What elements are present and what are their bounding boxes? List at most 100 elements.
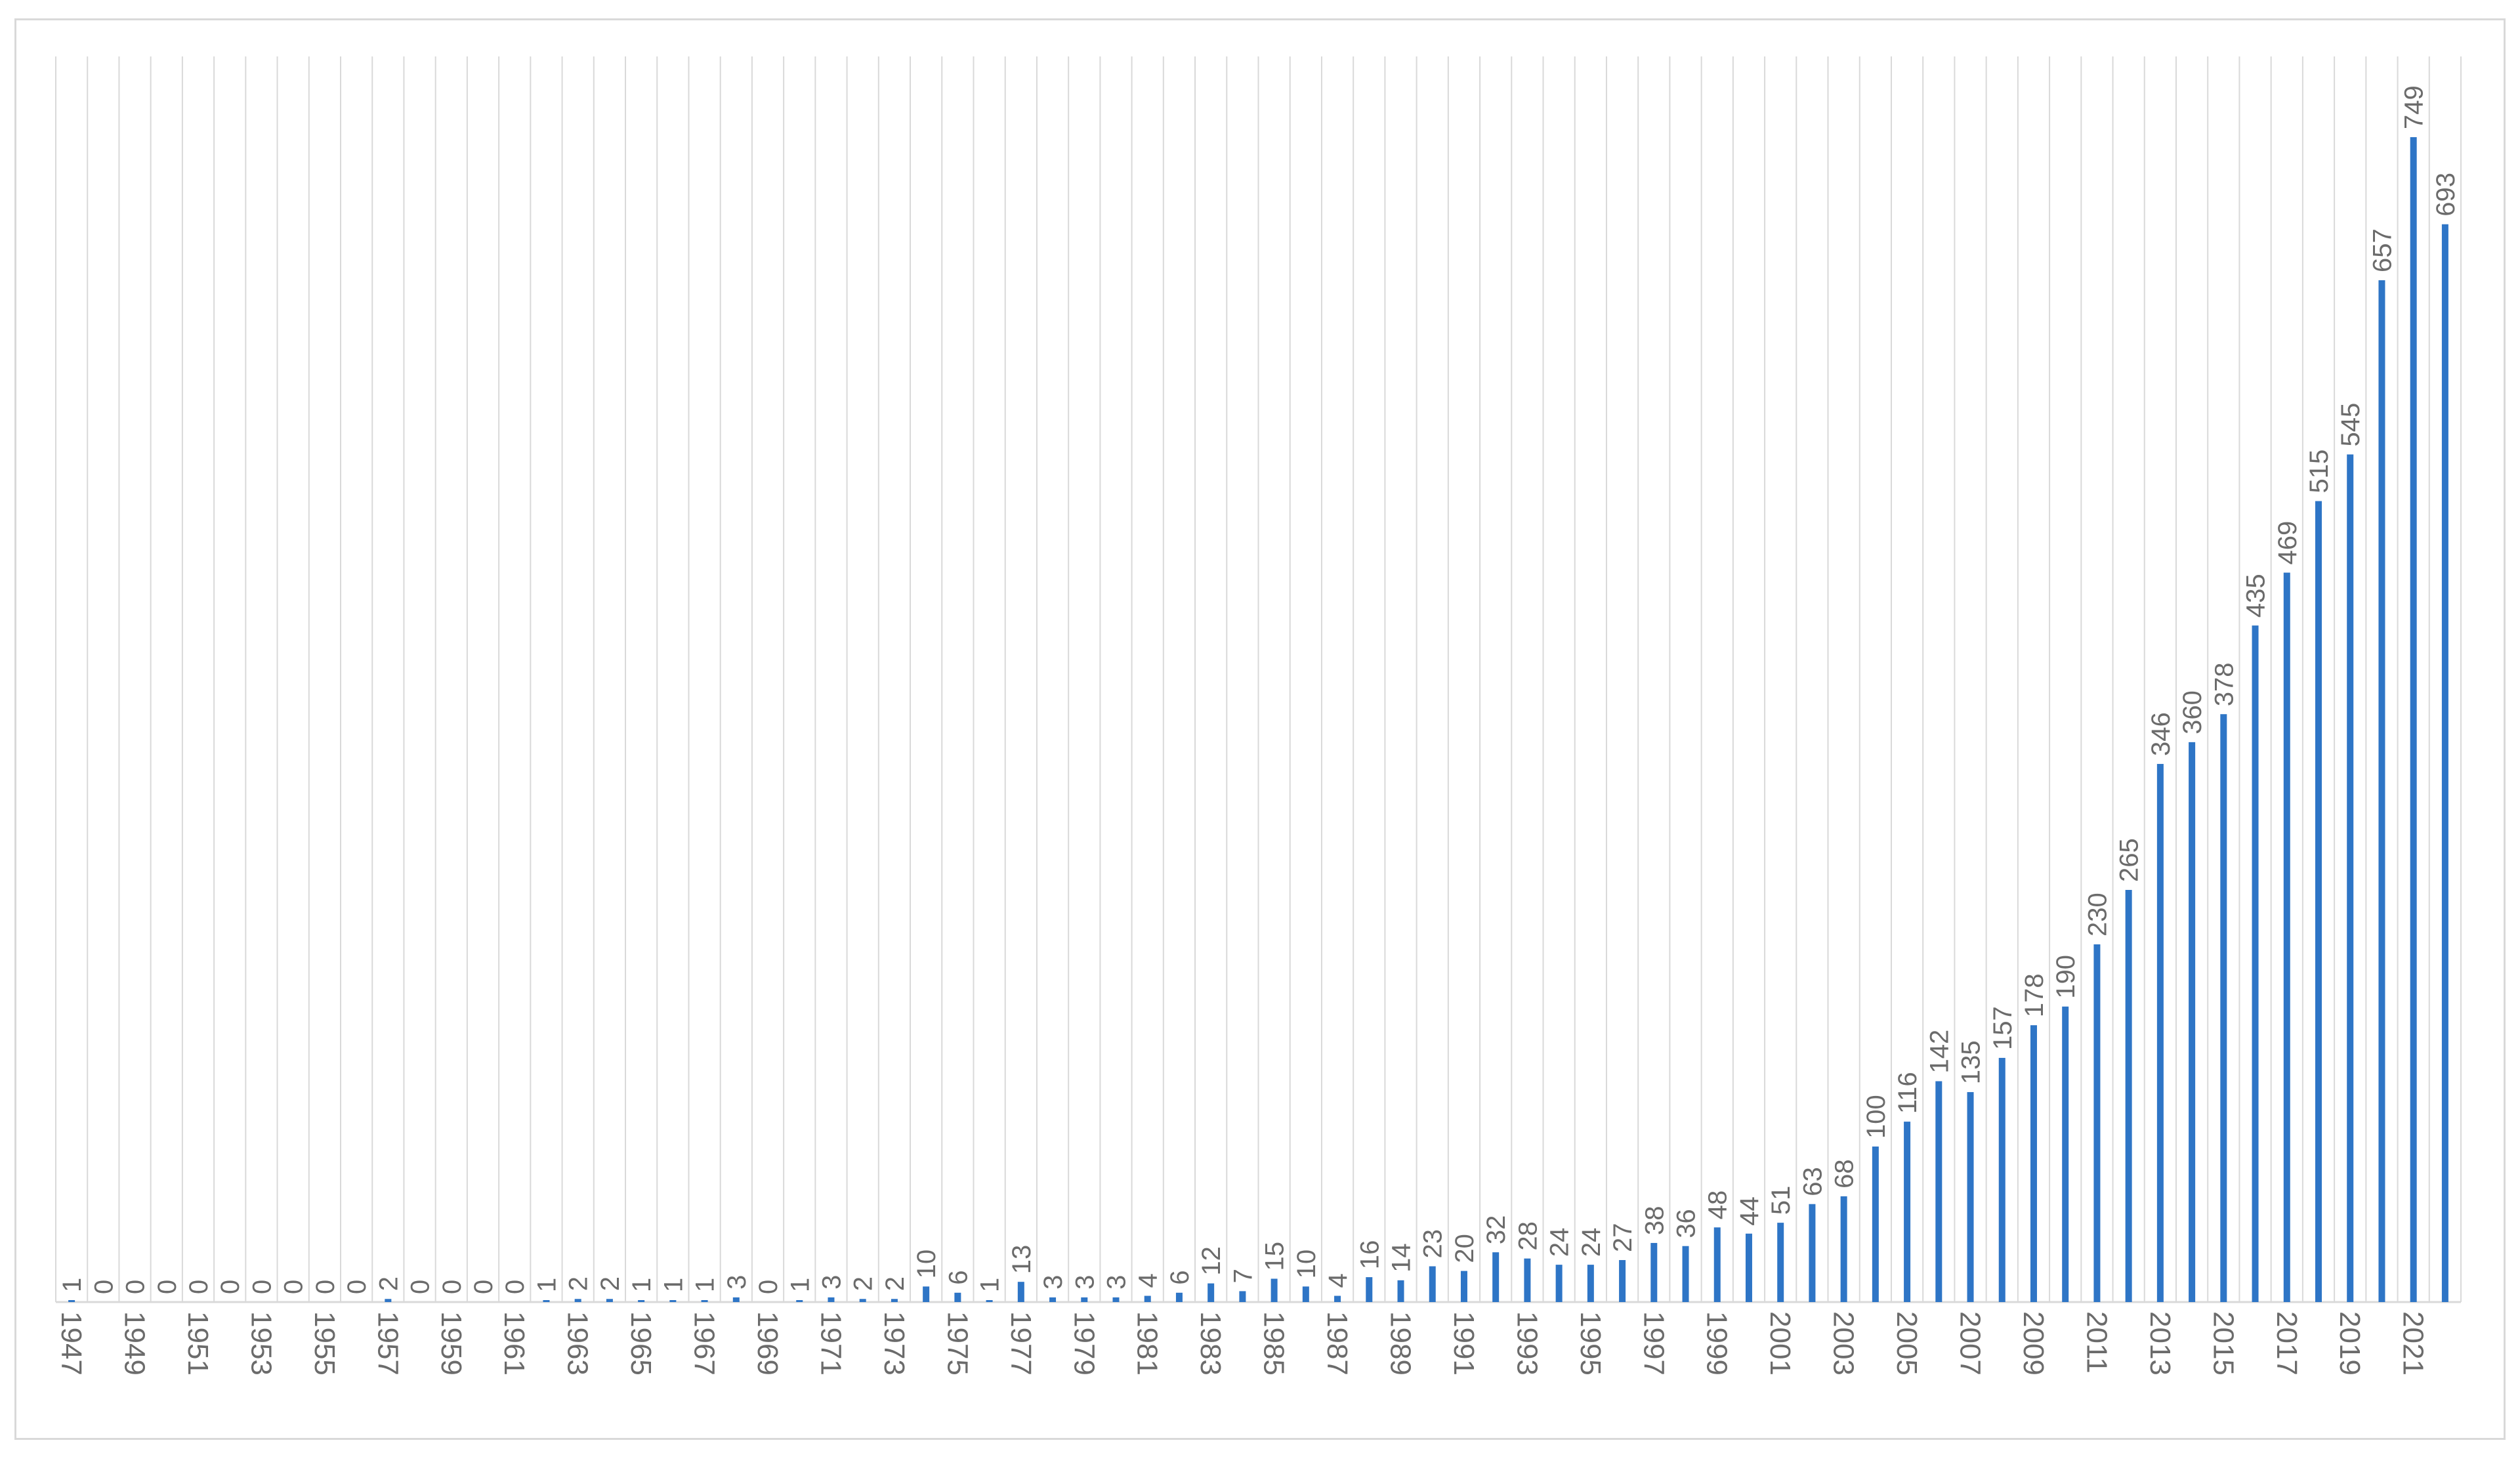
x-tick-label: 1977 bbox=[1005, 1311, 1037, 1376]
data-label: 0 bbox=[184, 1280, 213, 1294]
bar bbox=[1429, 1266, 1436, 1302]
data-label: 28 bbox=[1513, 1221, 1542, 1251]
bar bbox=[1366, 1277, 1373, 1302]
bar bbox=[923, 1286, 930, 1302]
data-label: 7 bbox=[1228, 1269, 1257, 1283]
data-label: 3 bbox=[817, 1275, 846, 1290]
data-label: 0 bbox=[121, 1280, 150, 1294]
bar bbox=[986, 1300, 993, 1302]
data-label: 16 bbox=[1355, 1240, 1384, 1270]
data-label: 24 bbox=[1577, 1228, 1606, 1257]
data-label: 36 bbox=[1672, 1209, 1701, 1238]
data-label: 346 bbox=[2147, 712, 2175, 756]
x-tick-label: 1989 bbox=[1385, 1311, 1417, 1376]
data-label: 0 bbox=[501, 1280, 530, 1294]
x-tick-label: 1983 bbox=[1194, 1311, 1227, 1376]
data-label: 14 bbox=[1387, 1243, 1416, 1273]
bar bbox=[2220, 714, 2227, 1302]
x-tick-label: 1955 bbox=[308, 1311, 341, 1376]
data-label: 3 bbox=[1102, 1275, 1131, 1290]
bar bbox=[1334, 1295, 1341, 1302]
bar bbox=[2378, 280, 2385, 1302]
data-label: 1 bbox=[58, 1278, 87, 1292]
x-tick-label: 1967 bbox=[688, 1311, 721, 1376]
bar bbox=[2125, 889, 2132, 1302]
gridlines bbox=[55, 56, 2462, 1302]
x-tick-label: 2021 bbox=[2397, 1311, 2429, 1376]
bar bbox=[701, 1300, 708, 1302]
data-label: 142 bbox=[1925, 1030, 1954, 1074]
data-label: 0 bbox=[311, 1280, 340, 1294]
data-label: 0 bbox=[247, 1280, 276, 1294]
x-tick-label: 1991 bbox=[1448, 1311, 1480, 1376]
data-label: 0 bbox=[469, 1280, 498, 1294]
data-label: 0 bbox=[406, 1280, 435, 1294]
bar bbox=[2156, 764, 2164, 1302]
bar bbox=[1208, 1283, 1215, 1302]
data-label: 68 bbox=[1830, 1159, 1859, 1189]
x-tick-label: 1999 bbox=[1701, 1311, 1733, 1376]
x-tick-label: 2019 bbox=[2334, 1311, 2366, 1376]
data-label: 32 bbox=[1482, 1215, 1511, 1245]
x-tick-label: 2001 bbox=[1764, 1311, 1796, 1376]
data-label: 0 bbox=[216, 1280, 245, 1294]
bar bbox=[638, 1300, 645, 1302]
data-label: 2 bbox=[849, 1276, 878, 1291]
data-label: 1 bbox=[691, 1278, 720, 1292]
data-label: 4 bbox=[1324, 1273, 1353, 1288]
x-tick-label: 2009 bbox=[2017, 1311, 2049, 1376]
bar bbox=[2283, 572, 2290, 1302]
data-label: 20 bbox=[1450, 1234, 1479, 1263]
x-tick-label: 2007 bbox=[1954, 1311, 1986, 1376]
data-label: 0 bbox=[754, 1280, 783, 1294]
bar bbox=[1524, 1258, 1531, 1302]
data-label: 657 bbox=[2368, 228, 2397, 272]
data-label: 44 bbox=[1735, 1196, 1764, 1226]
data-label: 10 bbox=[912, 1250, 941, 1279]
x-tick-label: 1969 bbox=[751, 1311, 784, 1376]
bar bbox=[669, 1300, 677, 1302]
data-label: 157 bbox=[1988, 1006, 2017, 1050]
x-tick-label: 1975 bbox=[941, 1311, 973, 1376]
bar bbox=[2315, 501, 2322, 1303]
bar bbox=[2093, 944, 2101, 1302]
x-tick-label: 1995 bbox=[1574, 1311, 1606, 1376]
data-label: 1 bbox=[786, 1278, 814, 1292]
data-label: 515 bbox=[2305, 450, 2334, 494]
data-label: 38 bbox=[1640, 1206, 1669, 1235]
data-label: 100 bbox=[1862, 1095, 1891, 1139]
bar bbox=[1492, 1252, 1500, 1302]
x-tick-label: 2013 bbox=[2144, 1311, 2176, 1376]
bar bbox=[2189, 742, 2196, 1302]
x-tick-label: 1961 bbox=[498, 1311, 530, 1376]
bar bbox=[732, 1297, 740, 1302]
data-label: 469 bbox=[2273, 521, 2302, 565]
data-label: 13 bbox=[1007, 1245, 1036, 1274]
bar bbox=[1144, 1295, 1151, 1302]
data-label: 6 bbox=[944, 1271, 973, 1285]
bar bbox=[543, 1300, 550, 1302]
x-tick-label: 1987 bbox=[1321, 1311, 1353, 1376]
bar bbox=[1017, 1282, 1024, 1302]
data-label: 1 bbox=[659, 1278, 688, 1292]
bar bbox=[2410, 137, 2417, 1302]
x-tick-label: 1957 bbox=[371, 1311, 404, 1376]
bar bbox=[1302, 1286, 1309, 1302]
x-tick-label: 1997 bbox=[1637, 1311, 1670, 1376]
bar bbox=[1682, 1246, 1689, 1302]
data-label: 0 bbox=[153, 1280, 182, 1294]
data-label: 24 bbox=[1545, 1228, 1574, 1257]
bar bbox=[1809, 1204, 1816, 1302]
bar bbox=[1619, 1260, 1626, 1302]
x-tick-label: 2005 bbox=[1891, 1311, 1923, 1376]
data-label: 0 bbox=[343, 1280, 371, 1294]
data-label: 23 bbox=[1419, 1229, 1448, 1259]
data-label: 749 bbox=[2400, 85, 2429, 129]
x-tick-label: 1949 bbox=[119, 1311, 151, 1376]
data-label: 48 bbox=[1704, 1190, 1732, 1220]
data-label: 2 bbox=[374, 1276, 403, 1291]
bar bbox=[1745, 1233, 1752, 1302]
data-label: 116 bbox=[1893, 1072, 1922, 1114]
bars bbox=[68, 137, 2448, 1303]
